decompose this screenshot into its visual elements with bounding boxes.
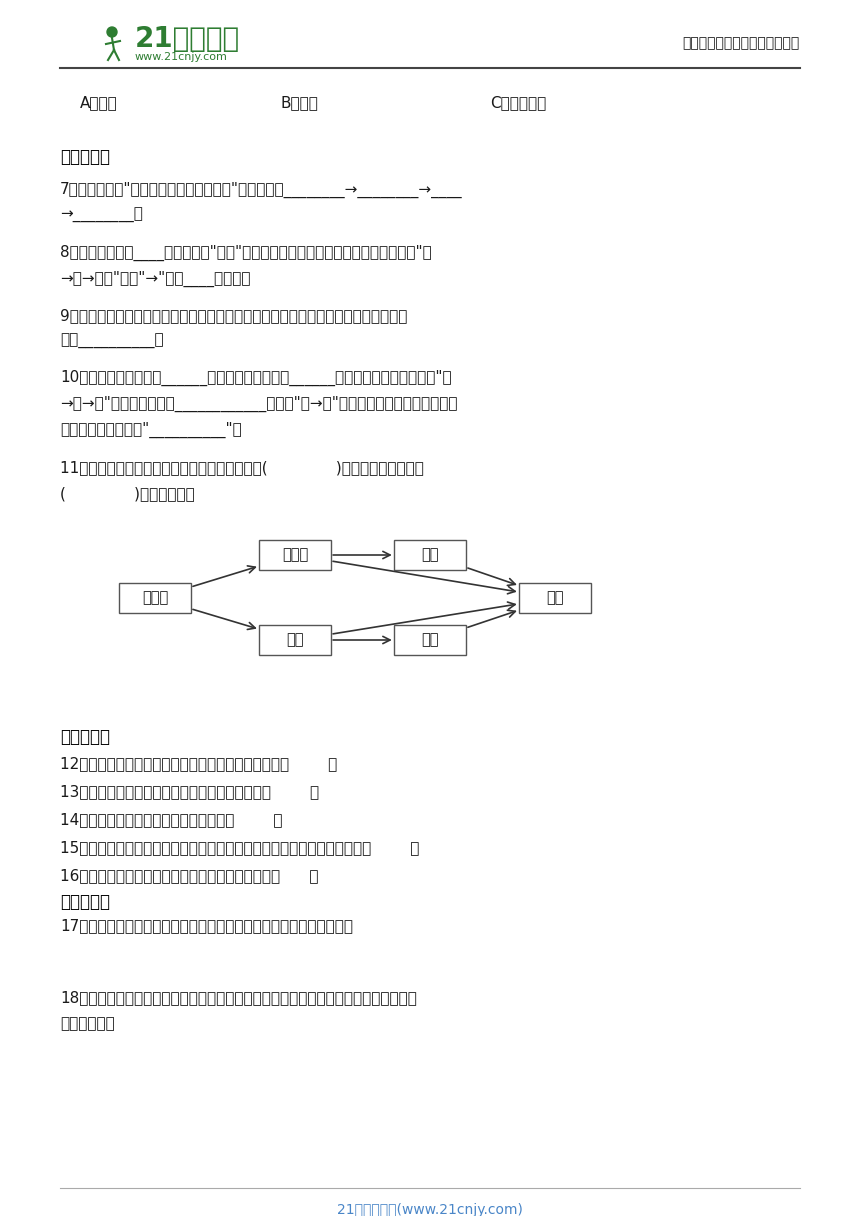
Text: 12．大鱼吃小鱼，小鱼吃虾米是一条完整的食物链。（        ）: 12．大鱼吃小鱼，小鱼吃虾米是一条完整的食物链。（ ）: [60, 756, 337, 771]
Text: 13．水稻生长消耗水和肥料，所以它是消费者。（        ）: 13．水稻生长消耗水和肥料，所以它是消费者。（ ）: [60, 784, 319, 799]
Text: C．吃与被吃: C．吃与被吃: [490, 95, 546, 109]
Text: 14．家兔平时最爱吃的食物是精瘦肉。（        ）: 14．家兔平时最爱吃的食物是精瘦肉。（ ）: [60, 812, 282, 827]
Text: www.21cnjy.com: www.21cnjy.com: [135, 52, 228, 62]
Text: 蚜虫: 蚜虫: [286, 632, 304, 647]
Text: 15．如果生物群落中的一种生物灭绝了，就会影响其他多种生物的生存。（        ）: 15．如果生物群落中的一种生物灭绝了，就会影响其他多种生物的生存。（ ）: [60, 840, 420, 855]
Text: 四、简答题: 四、简答题: [60, 893, 110, 911]
Text: 18．有同学提出要在园中喷洒杀虫剂，以免绿豆苗被害虫啃食，你赞同这个提议吗？说: 18．有同学提出要在园中喷洒杀虫剂，以免绿豆苗被害虫啃食，你赞同这个提议吗？说: [60, 990, 417, 1004]
Text: 中小学教育资源及组卷应用平台: 中小学教育资源及组卷应用平台: [683, 36, 800, 50]
Text: 这部分我们一般读作"__________"。: 这部分我们一般读作"__________"。: [60, 422, 242, 438]
Text: →________。: →________。: [60, 208, 143, 223]
Text: 三、判断题: 三、判断题: [60, 728, 110, 745]
Circle shape: [107, 27, 117, 36]
Text: B．平等: B．平等: [280, 95, 318, 109]
Text: (              )（填生物）。: ( )（填生物）。: [60, 486, 194, 501]
Text: 10．太阳是一个巨大的______，白色的太阳光是由______种单色光构成的。食物链"草: 10．太阳是一个巨大的______，白色的太阳光是由______种单色光构成的。…: [60, 370, 452, 387]
Text: 9．在一个由草、羊和狼组成的相对封闭的生态系统中，若消灭全部的狼，之后羊的数: 9．在一个由草、羊和狼组成的相对封闭的生态系统中，若消灭全部的狼，之后羊的数: [60, 308, 408, 323]
Text: 二、填空题: 二、填空题: [60, 148, 110, 167]
Text: 瓢虫: 瓢虫: [421, 632, 439, 647]
Text: 16．越是食物链终端的生物越高级，数量也越多。（      ）: 16．越是食物链终端的生物越高级，数量也越多。（ ）: [60, 868, 318, 883]
Bar: [119, 582, 191, 613]
Text: 绿豆苗: 绿豆苗: [142, 591, 168, 606]
Text: →鼠→狐狸"中，"→"表示____的关系。: →鼠→狐狸"中，"→"表示____的关系。: [60, 271, 250, 287]
Text: 11．看下图，我们可知这是一个绿豆苗地常见的(              )，食物网的最顶端是: 11．看下图，我们可知这是一个绿豆苗地常见的( )，食物网的最顶端是: [60, 460, 424, 475]
Text: 21世纪教育: 21世纪教育: [135, 26, 240, 54]
Text: A．亲代: A．亲代: [80, 95, 118, 109]
Text: 17．选取生活在校园环境中的四种生物并画出一条它们之间的食物链。: 17．选取生活在校园环境中的四种生物并画出一条它们之间的食物链。: [60, 918, 353, 933]
Bar: [394, 625, 466, 655]
Text: 7．补充并写出"大鱼吃小鱼，小鱼吃虾米"的食物链：________→________→____: 7．补充并写出"大鱼吃小鱼，小鱼吃虾米"的食物链：________→______…: [60, 182, 463, 198]
Text: 21世纪教育网(www.21cnjy.com): 21世纪教育网(www.21cnjy.com): [337, 1203, 523, 1216]
Text: 小鸟: 小鸟: [546, 591, 564, 606]
Bar: [519, 582, 591, 613]
Bar: [394, 540, 466, 570]
Text: 说你的看法。: 说你的看法。: [60, 1017, 114, 1031]
Text: →兔→狼"中能量的来源是____________。其中"兔→狼"表示兔的能量流动到狼身上，: →兔→狼"中能量的来源是____________。其中"兔→狼"表示兔的能量流动…: [60, 396, 458, 412]
Text: 菜青虫: 菜青虫: [282, 547, 308, 563]
Text: 蜘蛛: 蜘蛛: [421, 547, 439, 563]
Text: 量会__________。: 量会__________。: [60, 334, 163, 349]
Bar: [259, 540, 331, 570]
Bar: [259, 625, 331, 655]
Text: 8．生物之间因为____，构成很多"链条"状的联系，我们把它叫做食物链。在食物链"草: 8．生物之间因为____，构成很多"链条"状的联系，我们把它叫做食物链。在食物链…: [60, 244, 432, 261]
